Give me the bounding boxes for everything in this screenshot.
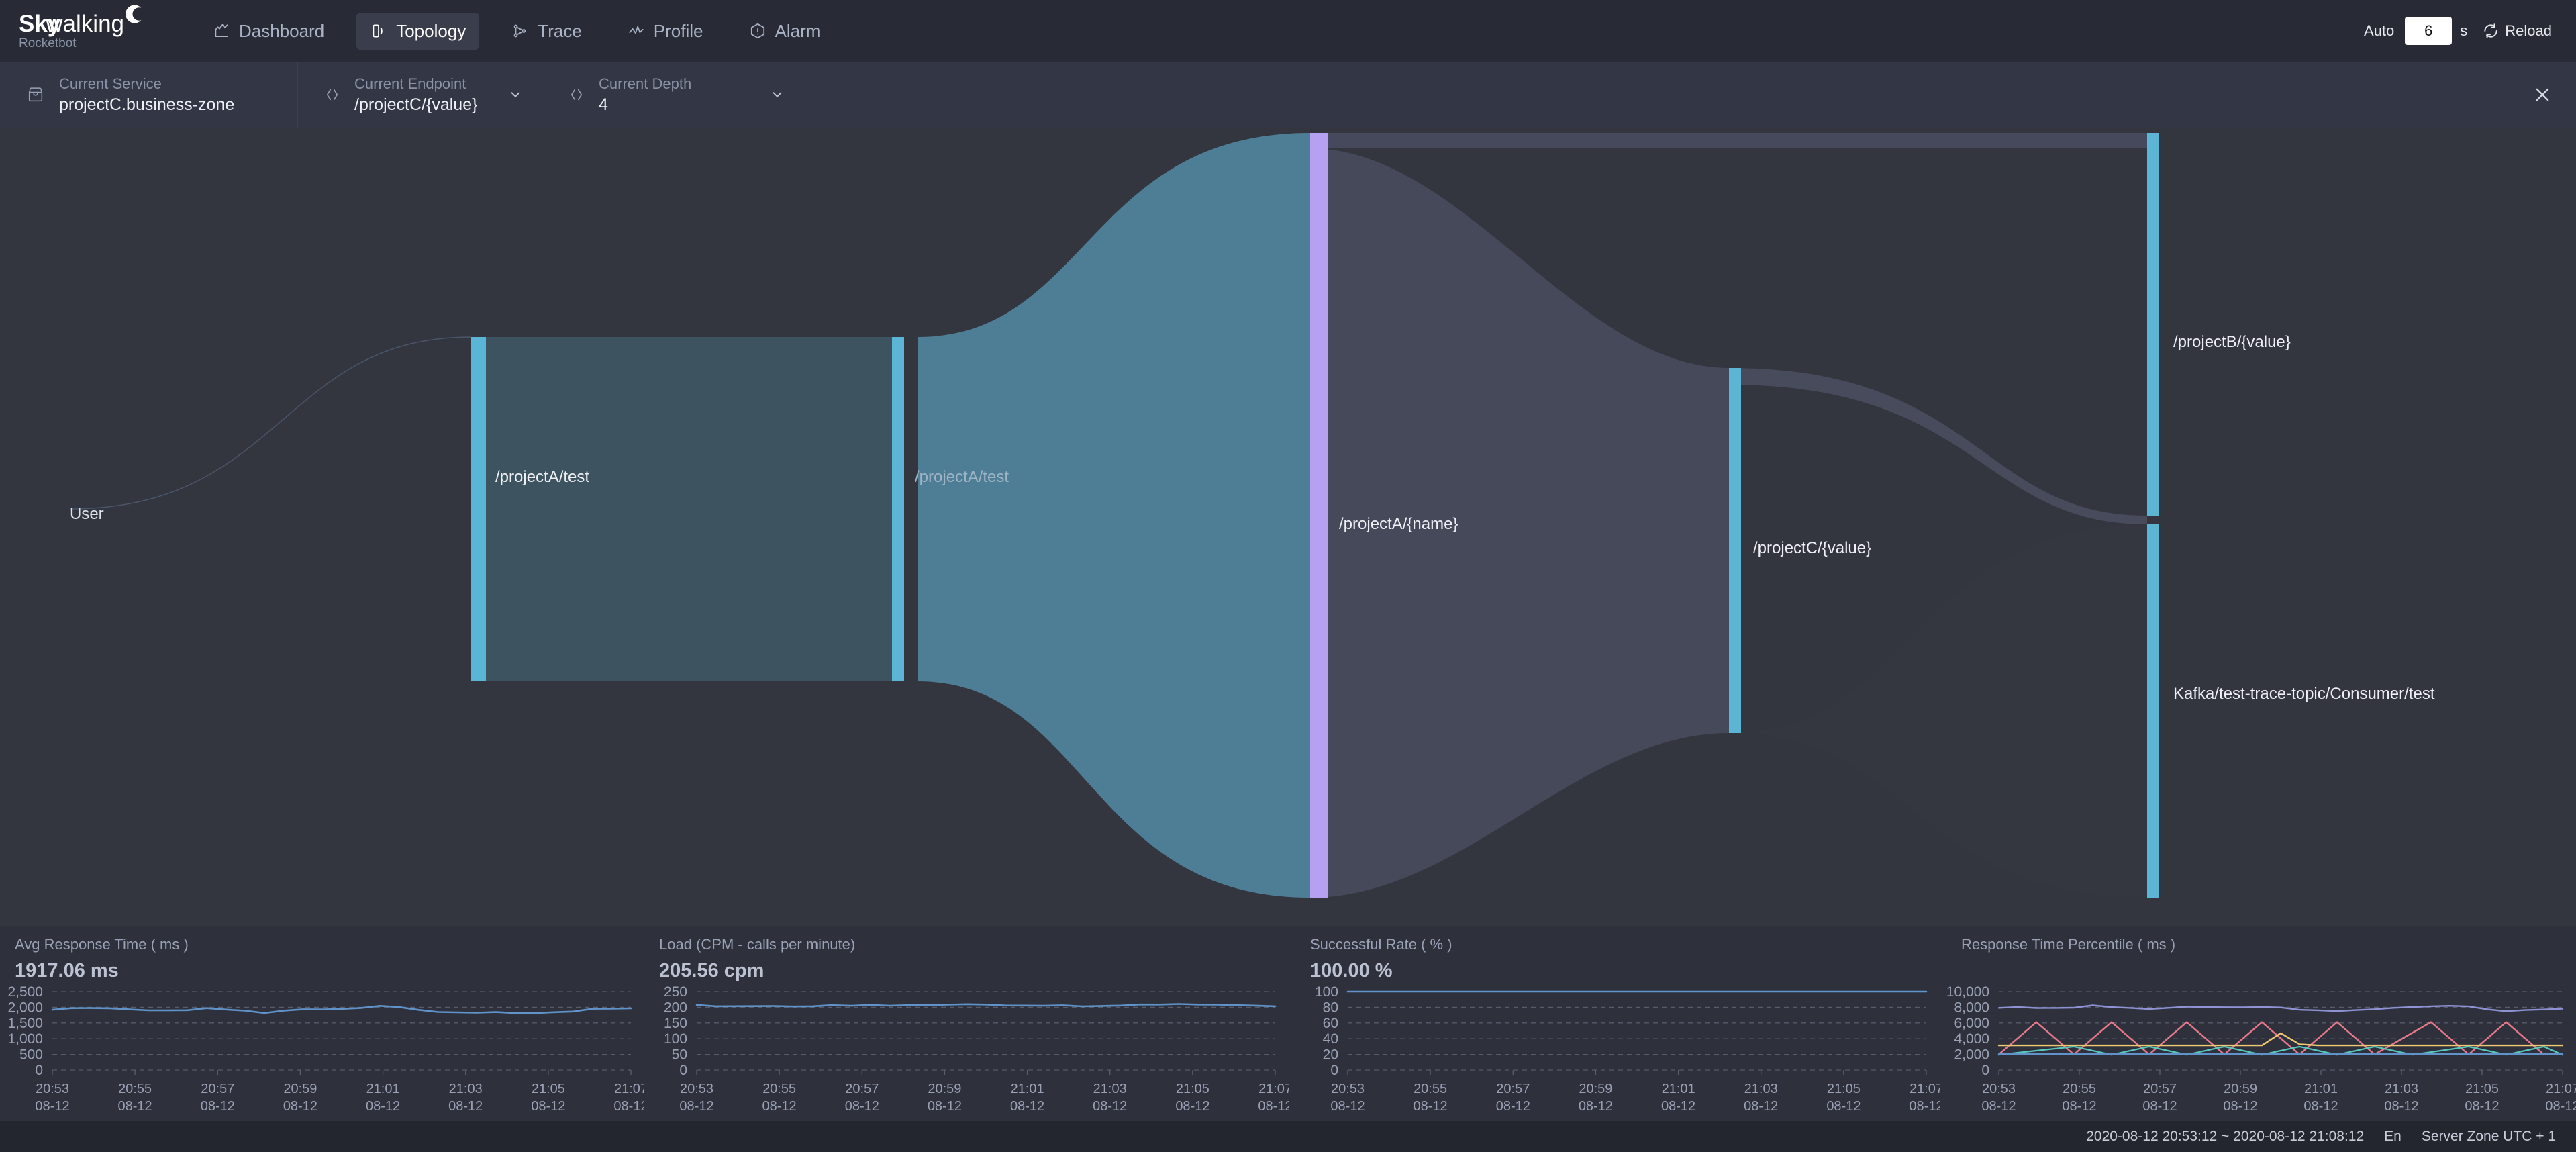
- svg-text:21:01: 21:01: [2304, 1082, 2338, 1096]
- svg-text:/projectA/test: /projectA/test: [915, 468, 1009, 486]
- svg-text:08-12: 08-12: [762, 1099, 797, 1114]
- svg-text:08-12: 08-12: [2062, 1099, 2096, 1114]
- svg-text:21:03: 21:03: [1744, 1082, 1778, 1096]
- svg-text:500: 500: [19, 1047, 43, 1063]
- svg-text:20:55: 20:55: [1414, 1082, 1447, 1096]
- svg-text:20:57: 20:57: [2143, 1082, 2177, 1096]
- svg-text:200: 200: [664, 1000, 687, 1015]
- svg-text:08-12: 08-12: [1258, 1099, 1289, 1114]
- svg-text:20:59: 20:59: [2224, 1082, 2257, 1096]
- svg-text:08-12: 08-12: [1093, 1099, 1127, 1114]
- svg-text:20:59: 20:59: [283, 1082, 317, 1096]
- svg-text:08-12: 08-12: [1826, 1099, 1861, 1114]
- svg-text:150: 150: [664, 1016, 687, 1031]
- svg-text:08-12: 08-12: [1175, 1099, 1209, 1114]
- svg-text:21:01: 21:01: [366, 1082, 400, 1096]
- svg-text:/projectC/{value}: /projectC/{value}: [1753, 539, 1871, 557]
- svg-text:21:05: 21:05: [2465, 1082, 2499, 1096]
- svg-text:20: 20: [1323, 1047, 1338, 1063]
- svg-text:08-12: 08-12: [35, 1099, 69, 1114]
- svg-text:08-12: 08-12: [1496, 1099, 1530, 1114]
- svg-text:08-12: 08-12: [679, 1099, 713, 1114]
- svg-text:08-12: 08-12: [283, 1099, 317, 1114]
- svg-text:08-12: 08-12: [2303, 1099, 2338, 1114]
- svg-text:0: 0: [35, 1063, 43, 1078]
- svg-text:08-12: 08-12: [1661, 1099, 1695, 1114]
- svg-text:60: 60: [1323, 1016, 1338, 1031]
- svg-text:100: 100: [664, 1031, 687, 1047]
- svg-text:21:07: 21:07: [614, 1082, 644, 1096]
- svg-text:08-12: 08-12: [1579, 1099, 1613, 1114]
- svg-text:21:07: 21:07: [1258, 1082, 1289, 1096]
- svg-text:6,000: 6,000: [1954, 1016, 1989, 1031]
- svg-text:50: 50: [672, 1047, 687, 1063]
- svg-text:/projectA/test: /projectA/test: [495, 468, 589, 486]
- svg-text:20:53: 20:53: [1982, 1082, 2016, 1096]
- svg-text:08-12: 08-12: [2545, 1099, 2576, 1114]
- svg-text:21:03: 21:03: [2385, 1082, 2418, 1096]
- svg-text:08-12: 08-12: [1744, 1099, 1778, 1114]
- svg-text:20:53: 20:53: [36, 1082, 69, 1096]
- svg-text:User: User: [70, 505, 104, 523]
- svg-text:21:03: 21:03: [449, 1082, 483, 1096]
- svg-text:40: 40: [1323, 1031, 1338, 1047]
- svg-text:/projectB/{value}: /projectB/{value}: [2173, 333, 2291, 351]
- svg-text:2,000: 2,000: [7, 1000, 43, 1015]
- svg-text:0: 0: [1330, 1063, 1338, 1078]
- svg-text:250: 250: [664, 984, 687, 1000]
- svg-text:100: 100: [1315, 984, 1338, 1000]
- svg-text:21:01: 21:01: [1662, 1082, 1695, 1096]
- svg-text:21:05: 21:05: [1176, 1082, 1209, 1096]
- svg-text:08-12: 08-12: [1414, 1099, 1448, 1114]
- svg-text:20:57: 20:57: [201, 1082, 234, 1096]
- svg-text:4,000: 4,000: [1954, 1031, 1989, 1047]
- svg-text:20:57: 20:57: [845, 1082, 879, 1096]
- svg-text:2,500: 2,500: [7, 984, 43, 1000]
- svg-text:10,000: 10,000: [1946, 984, 1989, 1000]
- svg-text:08-12: 08-12: [1010, 1099, 1044, 1114]
- svg-text:1,500: 1,500: [7, 1016, 43, 1031]
- svg-text:21:01: 21:01: [1011, 1082, 1044, 1096]
- svg-text:0: 0: [679, 1063, 687, 1078]
- svg-text:08-12: 08-12: [845, 1099, 879, 1114]
- svg-text:08-12: 08-12: [118, 1099, 152, 1114]
- svg-text:1,000: 1,000: [7, 1031, 43, 1047]
- svg-text:08-12: 08-12: [613, 1099, 644, 1114]
- svg-text:08-12: 08-12: [2142, 1099, 2177, 1114]
- svg-text:8,000: 8,000: [1954, 1000, 1989, 1015]
- svg-text:21:07: 21:07: [1910, 1082, 1940, 1096]
- svg-text:21:07: 21:07: [2546, 1082, 2576, 1096]
- svg-text:08-12: 08-12: [1981, 1099, 2016, 1114]
- svg-text:08-12: 08-12: [1330, 1099, 1365, 1114]
- svg-text:08-12: 08-12: [2384, 1099, 2418, 1114]
- svg-text:Kafka/test-trace-topic/Consume: Kafka/test-trace-topic/Consumer/test: [2173, 685, 2435, 703]
- svg-text:0: 0: [1981, 1063, 1989, 1078]
- svg-text:80: 80: [1323, 1000, 1338, 1015]
- svg-text:08-12: 08-12: [448, 1099, 483, 1114]
- svg-text:08-12: 08-12: [928, 1099, 962, 1114]
- svg-text:08-12: 08-12: [2223, 1099, 2257, 1114]
- svg-text:20:55: 20:55: [118, 1082, 152, 1096]
- svg-text:21:03: 21:03: [1093, 1082, 1127, 1096]
- svg-text:08-12: 08-12: [2465, 1099, 2499, 1114]
- svg-text:/projectA/{name}: /projectA/{name}: [1339, 515, 1458, 533]
- svg-text:21:05: 21:05: [1827, 1082, 1861, 1096]
- svg-text:08-12: 08-12: [1909, 1099, 1940, 1114]
- svg-text:21:05: 21:05: [532, 1082, 565, 1096]
- svg-text:20:55: 20:55: [762, 1082, 796, 1096]
- svg-text:08-12: 08-12: [201, 1099, 235, 1114]
- svg-text:20:53: 20:53: [1331, 1082, 1365, 1096]
- svg-text:20:59: 20:59: [1579, 1082, 1612, 1096]
- svg-text:20:53: 20:53: [680, 1082, 713, 1096]
- svg-text:20:59: 20:59: [928, 1082, 961, 1096]
- svg-text:2,000: 2,000: [1954, 1047, 1989, 1063]
- svg-text:20:55: 20:55: [2063, 1082, 2096, 1096]
- svg-text:08-12: 08-12: [366, 1099, 400, 1114]
- svg-text:20:57: 20:57: [1496, 1082, 1530, 1096]
- svg-text:08-12: 08-12: [531, 1099, 565, 1114]
